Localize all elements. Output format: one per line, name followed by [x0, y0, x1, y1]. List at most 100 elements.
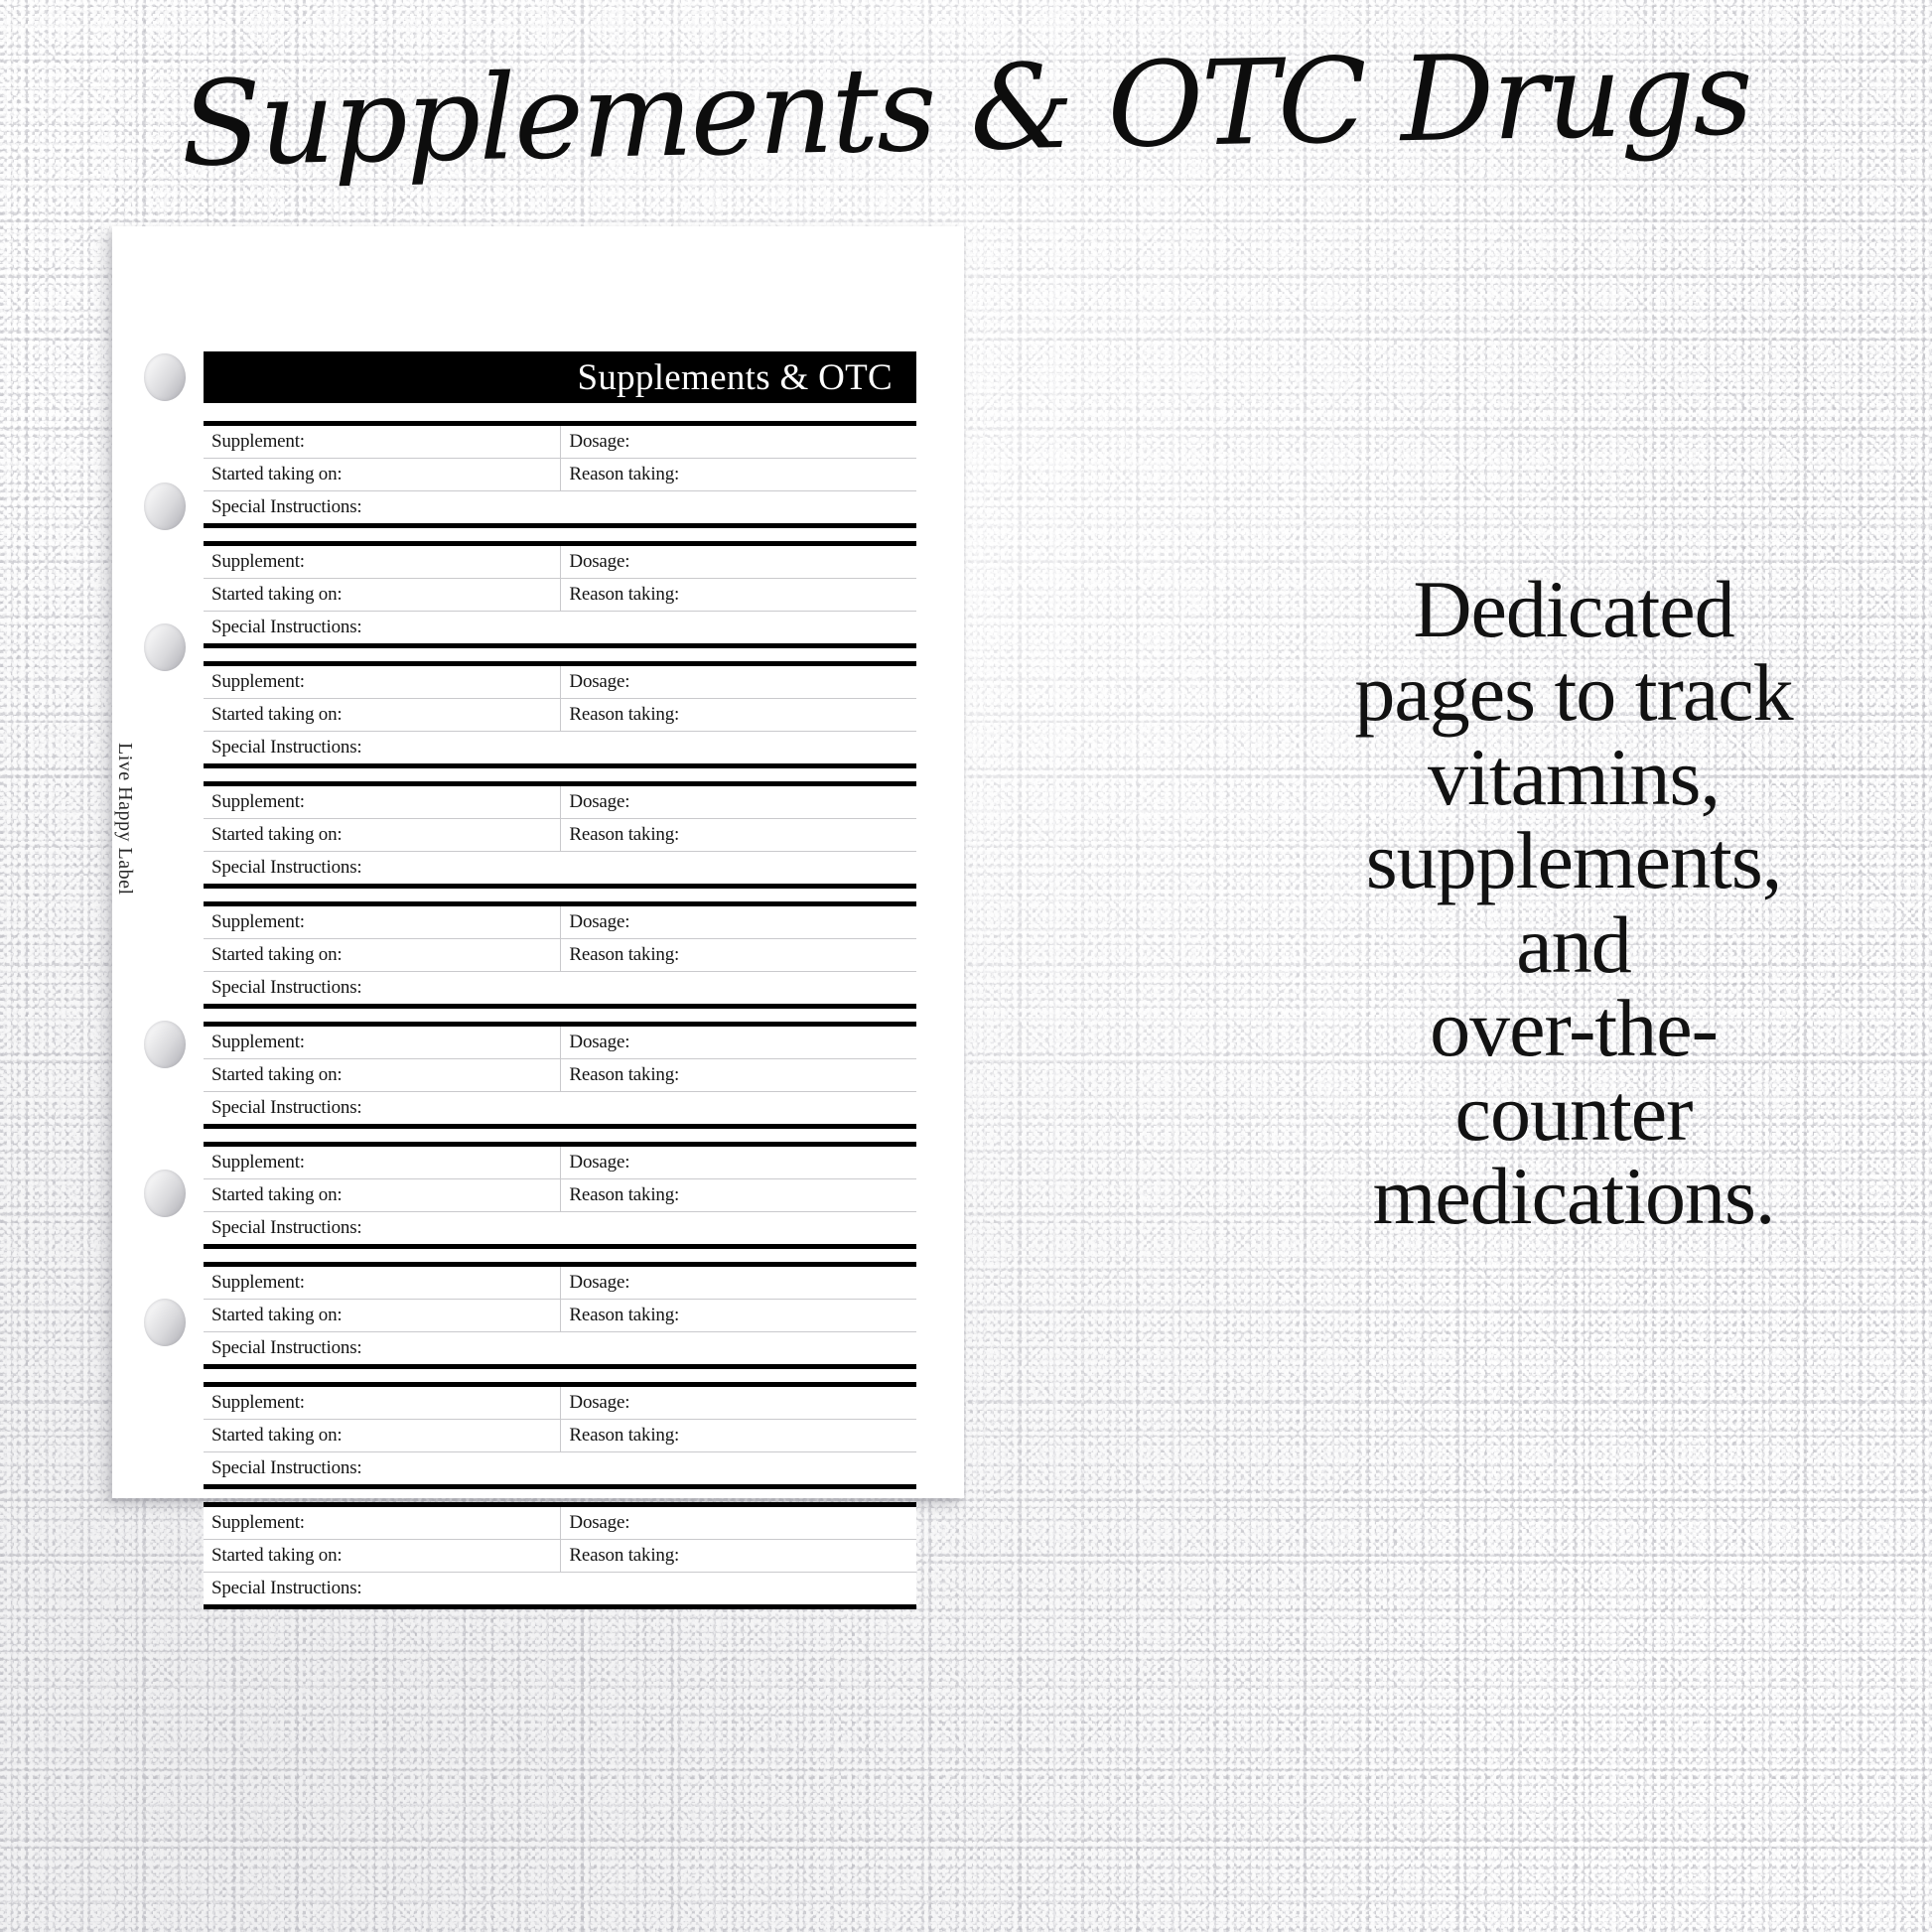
promo-line: Dedicated — [1413, 564, 1734, 654]
entry-block: Supplement: Dosage: Started taking on: Reas… — [204, 1142, 916, 1249]
reason-taking-field[interactable]: Reason taking: — [569, 464, 680, 484]
dosage-field[interactable]: Dosage: — [569, 911, 630, 932]
special-instructions-field[interactable]: Special Instructions: — [211, 1578, 362, 1598]
started-taking-on-field[interactable]: Started taking on: — [204, 1540, 562, 1572]
special-instructions-field[interactable]: Special Instructions: — [211, 737, 362, 758]
special-instructions-field[interactable]: Special Instructions: — [211, 977, 362, 998]
reason-taking-field[interactable]: Reason taking: — [569, 944, 680, 965]
entry-row: Supplement: Dosage: — [204, 786, 916, 819]
binder-punch-hole — [144, 483, 186, 530]
entry-row: Special Instructions: — [204, 612, 916, 643]
promo-line: supplements, — [1365, 815, 1782, 906]
supplement-field[interactable]: Supplement: — [204, 786, 562, 818]
entry-row: Special Instructions: — [204, 852, 916, 884]
binder-punch-hole — [144, 353, 186, 401]
promo-line: pages to track — [1354, 647, 1793, 739]
entry-row: Started taking on: Reason taking: — [204, 1059, 916, 1092]
entry-row: Special Instructions: — [204, 732, 916, 763]
sheet-header-bar: Supplements & OTC — [204, 351, 916, 403]
dosage-field[interactable]: Dosage: — [569, 551, 630, 572]
supplement-field[interactable]: Supplement: — [204, 1507, 562, 1539]
started-taking-on-field[interactable]: Started taking on: — [204, 699, 562, 731]
supplement-field[interactable]: Supplement: — [204, 1267, 562, 1299]
special-instructions-field[interactable]: Special Instructions: — [211, 1217, 362, 1238]
reason-taking-field[interactable]: Reason taking: — [569, 1425, 680, 1446]
started-taking-on-field[interactable]: Started taking on: — [204, 579, 562, 611]
entry-row: Special Instructions: — [204, 972, 916, 1004]
entry-row: Started taking on: Reason taking: — [204, 1540, 916, 1573]
entry-block: Supplement: Dosage: Started taking on: Reas… — [204, 781, 916, 889]
reason-taking-field[interactable]: Reason taking: — [569, 1305, 680, 1325]
promo-line: vitamins, — [1428, 731, 1721, 822]
entry-row: Started taking on: Reason taking: — [204, 819, 916, 852]
special-instructions-field[interactable]: Special Instructions: — [211, 1337, 362, 1358]
entry-row: Special Instructions: — [204, 1092, 916, 1124]
entry-row: Started taking on: Reason taking: — [204, 459, 916, 491]
supplement-field[interactable]: Supplement: — [204, 546, 562, 578]
entry-row: Started taking on: Reason taking: — [204, 1179, 916, 1212]
entry-row: Special Instructions: — [204, 1212, 916, 1244]
dosage-field[interactable]: Dosage: — [569, 1392, 630, 1413]
promo-line: and — [1516, 898, 1631, 990]
binder-punch-hole — [144, 1299, 186, 1346]
entry-row: Supplement: Dosage: — [204, 1267, 916, 1300]
dosage-field[interactable]: Dosage: — [569, 671, 630, 692]
supplement-field[interactable]: Supplement: — [204, 1027, 562, 1058]
entry-block: Supplement: Dosage: Started taking on: Reas… — [204, 1502, 916, 1609]
entry-row: Special Instructions: — [204, 1573, 916, 1604]
entry-row: Started taking on: Reason taking: — [204, 1300, 916, 1332]
started-taking-on-field[interactable]: Started taking on: — [204, 939, 562, 971]
supplement-field[interactable]: Supplement: — [204, 666, 562, 698]
entry-row: Supplement: Dosage: — [204, 426, 916, 459]
dosage-field[interactable]: Dosage: — [569, 791, 630, 812]
entry-row: Supplement: Dosage: — [204, 1507, 916, 1540]
entry-row: Started taking on: Reason taking: — [204, 579, 916, 612]
supplement-field[interactable]: Supplement: — [204, 1147, 562, 1178]
dosage-field[interactable]: Dosage: — [569, 1272, 630, 1293]
entry-row: Supplement: Dosage: — [204, 666, 916, 699]
special-instructions-field[interactable]: Special Instructions: — [211, 496, 362, 517]
reason-taking-field[interactable]: Reason taking: — [569, 1545, 680, 1566]
entry-row: Supplement: Dosage: — [204, 1147, 916, 1179]
entry-block: Supplement: Dosage: Started taking on: Reas… — [204, 1022, 916, 1129]
supplement-field[interactable]: Supplement: — [204, 1387, 562, 1419]
started-taking-on-field[interactable]: Started taking on: — [204, 819, 562, 851]
started-taking-on-field[interactable]: Started taking on: — [204, 1059, 562, 1091]
special-instructions-field[interactable]: Special Instructions: — [211, 617, 362, 637]
entry-row: Supplement: Dosage: — [204, 906, 916, 939]
entry-row: Special Instructions: — [204, 491, 916, 523]
entry-block: Supplement: Dosage: Started taking on: Reas… — [204, 661, 916, 768]
entry-row: Special Instructions: — [204, 1332, 916, 1364]
reason-taking-field[interactable]: Reason taking: — [569, 1064, 680, 1085]
supplement-field[interactable]: Supplement: — [204, 426, 562, 458]
reason-taking-field[interactable]: Reason taking: — [569, 704, 680, 725]
dosage-field[interactable]: Dosage: — [569, 431, 630, 452]
supplement-field[interactable]: Supplement: — [204, 906, 562, 938]
started-taking-on-field[interactable]: Started taking on: — [204, 1300, 562, 1331]
entry-row: Special Instructions: — [204, 1452, 916, 1484]
reason-taking-field[interactable]: Reason taking: — [569, 1184, 680, 1205]
entry-row: Supplement: Dosage: — [204, 1387, 916, 1420]
promo-line: over-the- — [1430, 983, 1719, 1074]
planner-page: Live Happy Label Supplements & OTC Suppl… — [112, 226, 964, 1609]
started-taking-on-field[interactable]: Started taking on: — [204, 1420, 562, 1451]
special-instructions-field[interactable]: Special Instructions: — [211, 1457, 362, 1478]
dosage-field[interactable]: Dosage: — [569, 1032, 630, 1052]
started-taking-on-field[interactable]: Started taking on: — [204, 1179, 562, 1211]
dosage-field[interactable]: Dosage: — [569, 1152, 630, 1173]
entry-row: Started taking on: Reason taking: — [204, 939, 916, 972]
binder-punch-hole — [144, 1170, 186, 1217]
special-instructions-field[interactable]: Special Instructions: — [211, 857, 362, 878]
promo-line: counter — [1454, 1066, 1694, 1158]
reason-taking-field[interactable]: Reason taking: — [569, 824, 680, 845]
promo-text: Dedicated pages to track vitamins, suppleme… — [1325, 564, 1822, 1239]
started-taking-on-field[interactable]: Started taking on: — [204, 459, 562, 490]
entry-block: Supplement: Dosage: Started taking on: Reas… — [204, 1262, 916, 1369]
dosage-field[interactable]: Dosage: — [569, 1512, 630, 1533]
entry-block: Supplement: Dosage: Started taking on: Reas… — [204, 1382, 916, 1489]
sheet-header-title: Supplements & OTC — [577, 356, 893, 398]
special-instructions-field[interactable]: Special Instructions: — [211, 1097, 362, 1118]
entry-row: Started taking on: Reason taking: — [204, 1420, 916, 1452]
entry-block-list: Supplement: Dosage: Started taking on: Reas… — [204, 421, 916, 1622]
reason-taking-field[interactable]: Reason taking: — [569, 584, 680, 605]
